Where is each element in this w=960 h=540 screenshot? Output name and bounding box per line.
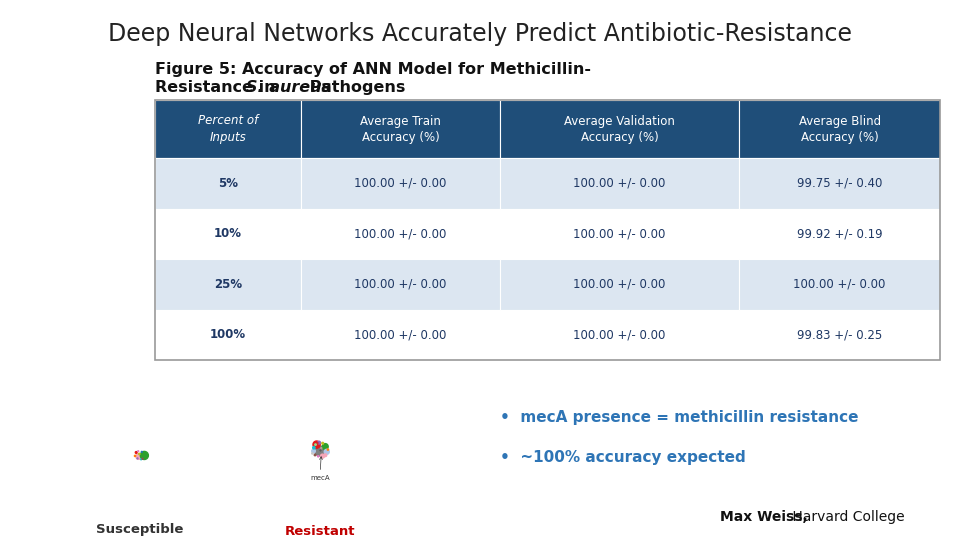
Bar — [155, 208, 301, 259]
Text: S. aureus: S. aureus — [246, 80, 331, 95]
Bar — [301, 158, 500, 208]
Circle shape — [136, 454, 141, 460]
Text: 100.00 +/- 0.00: 100.00 +/- 0.00 — [573, 227, 666, 240]
Bar — [301, 309, 500, 360]
Text: Deep Neural Networks Accurately Predict Antibiotic-Resistance: Deep Neural Networks Accurately Predict … — [108, 22, 852, 46]
Circle shape — [318, 441, 321, 444]
Bar — [155, 100, 301, 158]
Circle shape — [315, 444, 316, 446]
Text: 100.00 +/- 0.00: 100.00 +/- 0.00 — [354, 278, 446, 291]
Bar — [500, 158, 739, 208]
Bar — [500, 309, 739, 360]
Bar — [155, 259, 301, 309]
Bar — [739, 100, 940, 158]
Bar — [301, 208, 500, 259]
Text: Harvard College: Harvard College — [788, 510, 904, 524]
Bar — [739, 208, 940, 259]
Bar — [155, 309, 301, 360]
Text: 100.00 +/- 0.00: 100.00 +/- 0.00 — [573, 278, 666, 291]
Bar — [500, 259, 739, 309]
Circle shape — [327, 449, 328, 450]
Text: Percent of
Inputs: Percent of Inputs — [198, 114, 258, 144]
Circle shape — [318, 456, 319, 457]
Circle shape — [314, 454, 316, 456]
Bar — [500, 208, 739, 259]
Text: Resistance in: Resistance in — [155, 80, 281, 95]
Text: 25%: 25% — [214, 278, 242, 291]
Text: 100.00 +/- 0.00: 100.00 +/- 0.00 — [573, 328, 666, 341]
Text: 100.00 +/- 0.00: 100.00 +/- 0.00 — [354, 328, 446, 341]
Text: 99.83 +/- 0.25: 99.83 +/- 0.25 — [797, 328, 882, 341]
Text: 10%: 10% — [214, 227, 242, 240]
Circle shape — [142, 458, 143, 460]
Bar — [739, 158, 940, 208]
Circle shape — [135, 451, 137, 454]
Text: 100.00 +/- 0.00: 100.00 +/- 0.00 — [354, 177, 446, 190]
Text: Average Blind
Accuracy (%): Average Blind Accuracy (%) — [799, 114, 880, 144]
Circle shape — [315, 446, 324, 456]
Circle shape — [138, 453, 140, 455]
Circle shape — [140, 451, 149, 460]
Text: 100%: 100% — [210, 328, 246, 341]
Text: Max Weiss,: Max Weiss, — [720, 510, 807, 524]
Circle shape — [312, 453, 313, 454]
Text: Average Train
Accuracy (%): Average Train Accuracy (%) — [360, 114, 441, 144]
Bar — [739, 259, 940, 309]
Bar — [500, 100, 739, 158]
Text: 100.00 +/- 0.00: 100.00 +/- 0.00 — [354, 227, 446, 240]
Circle shape — [323, 443, 328, 449]
Text: •  mecA presence = methicillin resistance: • mecA presence = methicillin resistance — [500, 410, 858, 425]
Circle shape — [324, 449, 329, 454]
Circle shape — [134, 455, 135, 456]
Text: •  ~100% accuracy expected: • ~100% accuracy expected — [500, 450, 746, 465]
Text: 100.00 +/- 0.00: 100.00 +/- 0.00 — [573, 177, 666, 190]
Bar — [301, 259, 500, 309]
Bar — [155, 158, 301, 208]
Circle shape — [313, 441, 321, 448]
Circle shape — [322, 442, 324, 444]
Circle shape — [321, 454, 324, 458]
Text: 99.92 +/- 0.19: 99.92 +/- 0.19 — [797, 227, 882, 240]
Text: Average Validation
Accuracy (%): Average Validation Accuracy (%) — [564, 114, 675, 144]
Text: Susceptible: Susceptible — [96, 523, 183, 536]
Text: mecA: mecA — [310, 457, 329, 481]
Text: 5%: 5% — [218, 177, 238, 190]
Circle shape — [313, 447, 315, 449]
Circle shape — [312, 449, 315, 453]
Text: Figure 5: Accuracy of ANN Model for Methicillin-: Figure 5: Accuracy of ANN Model for Meth… — [155, 62, 591, 77]
Text: 99.75 +/- 0.40: 99.75 +/- 0.40 — [797, 177, 882, 190]
Text: Pathogens: Pathogens — [304, 80, 406, 95]
Bar — [155, 100, 940, 360]
Text: 100.00 +/- 0.00: 100.00 +/- 0.00 — [793, 278, 886, 291]
Bar — [301, 100, 500, 158]
Bar — [739, 309, 940, 360]
Circle shape — [324, 454, 326, 457]
Text: Resistant: Resistant — [285, 525, 355, 538]
